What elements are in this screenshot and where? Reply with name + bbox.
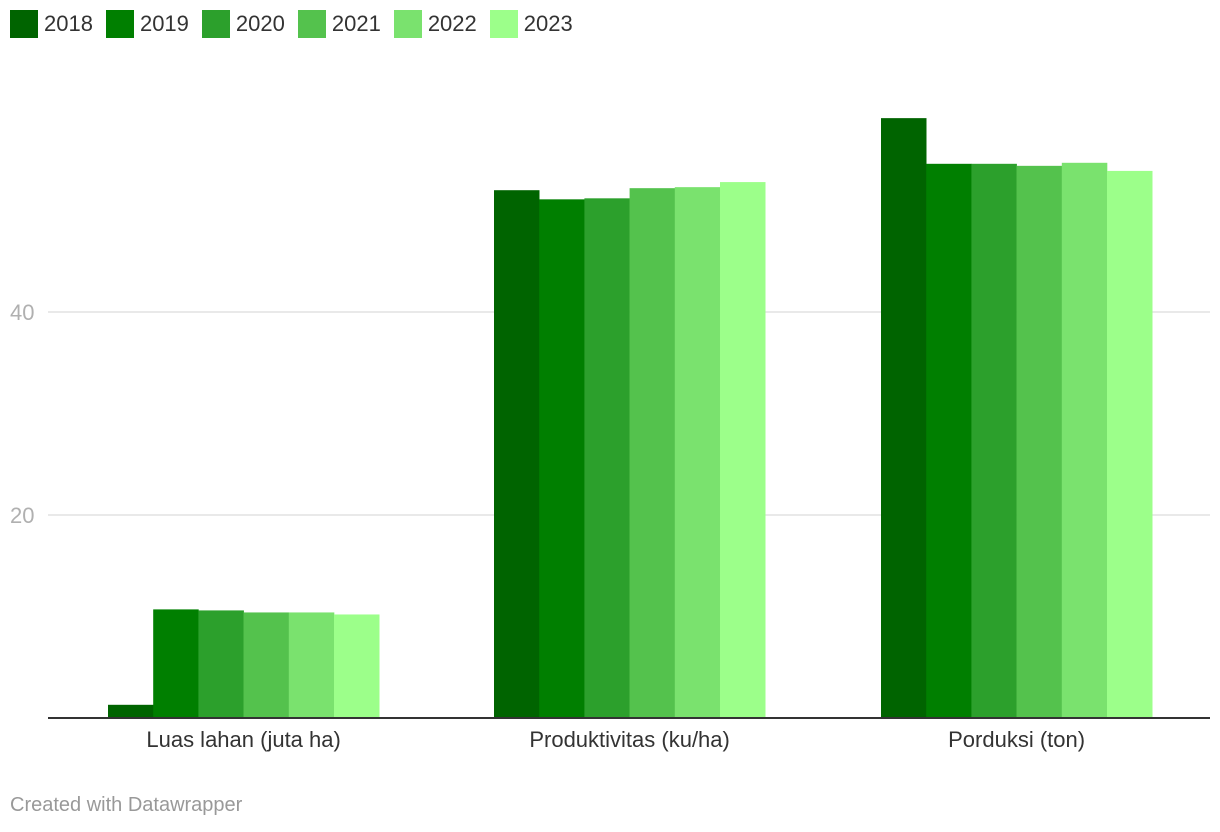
y-tick-label: 40 bbox=[10, 300, 34, 325]
bar-2018-0[interactable] bbox=[108, 704, 154, 718]
bar-2020-1[interactable] bbox=[584, 198, 630, 718]
bar-2021-1[interactable] bbox=[629, 188, 676, 719]
bar-2020-0[interactable] bbox=[198, 610, 244, 718]
bar-2018-1[interactable] bbox=[494, 190, 540, 718]
legend: 2018 2019 2020 2021 2022 2023 bbox=[10, 10, 586, 38]
bar-2021-2[interactable] bbox=[1016, 165, 1063, 719]
bar-2022-0[interactable] bbox=[288, 612, 335, 718]
bar-2021-0[interactable] bbox=[243, 612, 290, 718]
x-tick-label: Produktivitas (ku/ha) bbox=[529, 727, 730, 752]
legend-item-2021[interactable]: 2021 bbox=[297, 10, 381, 38]
bar-2018-2[interactable] bbox=[881, 118, 927, 718]
legend-item-2020[interactable]: 2020 bbox=[201, 10, 285, 38]
x-tick-label: Porduksi (ton) bbox=[948, 727, 1085, 752]
legend-item-2019[interactable]: 2019 bbox=[105, 10, 189, 38]
legend-label: 2021 bbox=[331, 11, 381, 36]
legend-swatch bbox=[393, 10, 422, 38]
legend-label: 2022 bbox=[427, 11, 477, 36]
legend-label: 2020 bbox=[235, 11, 285, 36]
legend-item-2022[interactable]: 2022 bbox=[393, 10, 477, 38]
legend-item-2018[interactable]: 2018 bbox=[10, 10, 93, 38]
legend-swatch bbox=[10, 10, 38, 38]
legend-swatch bbox=[489, 10, 518, 38]
legend-swatch bbox=[201, 10, 230, 38]
x-tick-label: Luas lahan (juta ha) bbox=[146, 727, 340, 752]
legend-swatch bbox=[105, 10, 134, 38]
legend-swatch bbox=[297, 10, 326, 38]
bar-2023-1[interactable] bbox=[720, 182, 766, 718]
bar-2022-2[interactable] bbox=[1061, 162, 1108, 719]
legend-label: 2023 bbox=[523, 11, 573, 36]
bar-2019-0[interactable] bbox=[153, 609, 199, 718]
bar-2022-1[interactable] bbox=[674, 187, 721, 718]
legend-item-2023[interactable]: 2023 bbox=[489, 10, 573, 38]
credit-text[interactable]: Created with Datawrapper bbox=[10, 794, 243, 816]
legend-label: 2019 bbox=[139, 11, 189, 36]
y-tick-label: 20 bbox=[10, 503, 34, 528]
bar-2023-2[interactable] bbox=[1107, 170, 1153, 719]
bar-2019-1[interactable] bbox=[539, 199, 585, 718]
bar-2020-2[interactable] bbox=[971, 163, 1017, 718]
bar-2019-2[interactable] bbox=[926, 163, 972, 718]
bar-2023-0[interactable] bbox=[334, 614, 380, 718]
legend-label: 2018 bbox=[44, 11, 93, 36]
